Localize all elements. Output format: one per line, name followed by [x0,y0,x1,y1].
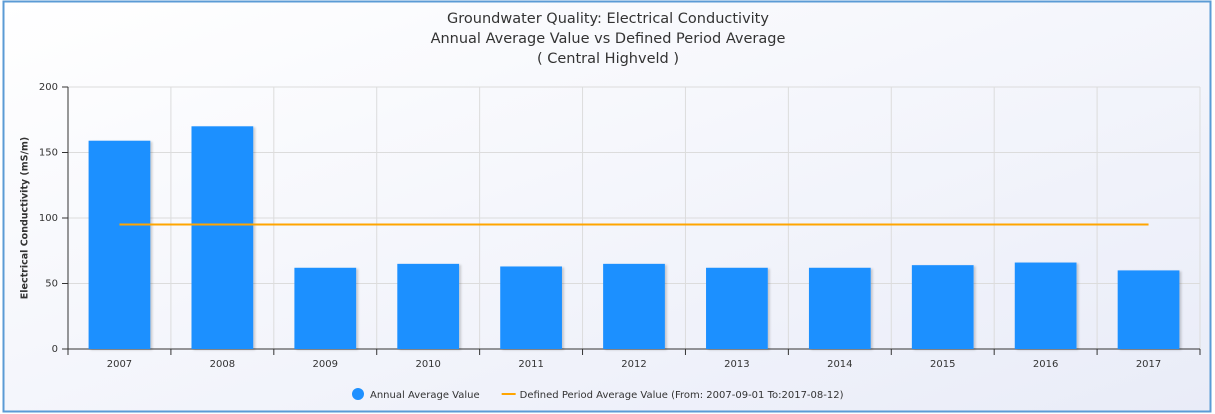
y-tick-label: 50 [45,279,58,290]
bar [294,267,357,349]
legend-label: Annual Average Value [370,390,480,401]
x-tick-label: 2016 [1033,359,1058,370]
bar [706,267,768,349]
x-tick-label: 2009 [313,359,338,370]
y-tick-label: 0 [52,344,58,355]
x-tick-label: 2008 [210,359,235,370]
legend-swatch [352,388,364,400]
bar [1117,270,1180,349]
y-tick-label: 150 [39,148,58,159]
x-tick-label: 2014 [827,359,852,370]
bar [500,266,562,349]
y-tick-label: 200 [39,82,58,93]
bar [911,265,974,349]
bar [397,263,460,349]
legend-label: Defined Period Average Value (From: 2007… [520,390,844,401]
chart-subtitle: ( Central Highveld ) [537,51,679,67]
x-tick-label: 2007 [107,359,132,370]
chart-title: Groundwater Quality: Electrical Conducti… [447,11,769,27]
y-tick-label: 100 [39,213,58,224]
y-axis-label: Electrical Conductivity (mS/m) [20,137,31,299]
bar [191,126,254,349]
bar [88,140,151,349]
bar [808,267,871,349]
x-tick-label: 2012 [621,359,646,370]
x-tick-label: 2017 [1136,359,1161,370]
bar [603,263,665,349]
x-tick-label: 2010 [415,359,440,370]
chart-subtitle: Annual Average Value vs Defined Period A… [431,31,786,47]
bar [1014,262,1077,349]
x-tick-label: 2013 [724,359,749,370]
x-tick-label: 2015 [930,359,955,370]
x-tick-label: 2011 [518,359,543,370]
